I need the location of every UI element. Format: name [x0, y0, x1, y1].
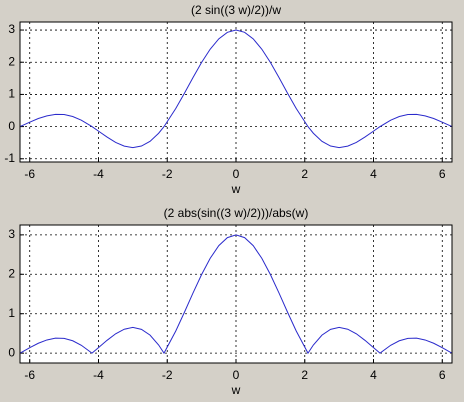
x-tick-label: -2 — [162, 167, 173, 181]
x-tick-label: 4 — [370, 368, 377, 382]
x-axis-label: w — [231, 182, 241, 196]
y-tick-label: 3 — [8, 227, 15, 241]
axes-frame — [19, 21, 453, 163]
x-tick-label: -2 — [162, 368, 173, 382]
y-tick-label: 0 — [8, 119, 15, 133]
x-tick-label: 2 — [301, 368, 308, 382]
y-tick-label: 3 — [8, 22, 15, 36]
y-tick-label: 0 — [8, 345, 15, 359]
x-tick-label: 6 — [439, 167, 446, 181]
y-tick-label: 1 — [8, 306, 15, 320]
x-axis-label: w — [231, 383, 241, 397]
y-tick-label: 2 — [8, 266, 15, 280]
x-tick-label: 2 — [301, 167, 308, 181]
chart-title: (2 sin((3 w)/2))/w — [191, 3, 281, 17]
x-tick-label: 0 — [233, 167, 240, 181]
y-tick-label: -1 — [4, 151, 15, 165]
x-tick-label: -6 — [24, 368, 35, 382]
line — [19, 234, 453, 355]
x-tick-label: -6 — [24, 167, 35, 181]
axes-frame — [19, 224, 453, 364]
line — [19, 29, 453, 149]
y-tick-label: 2 — [8, 54, 15, 68]
y-tick-label: 1 — [8, 87, 15, 101]
x-tick-label: 6 — [439, 368, 446, 382]
x-tick-label: 4 — [370, 167, 377, 181]
x-tick-label: -4 — [93, 167, 104, 181]
x-tick-label: -4 — [93, 368, 104, 382]
chart-title: (2 abs(sin((3 w)/2)))/abs(w) — [164, 206, 309, 220]
x-tick-label: 0 — [233, 368, 240, 382]
